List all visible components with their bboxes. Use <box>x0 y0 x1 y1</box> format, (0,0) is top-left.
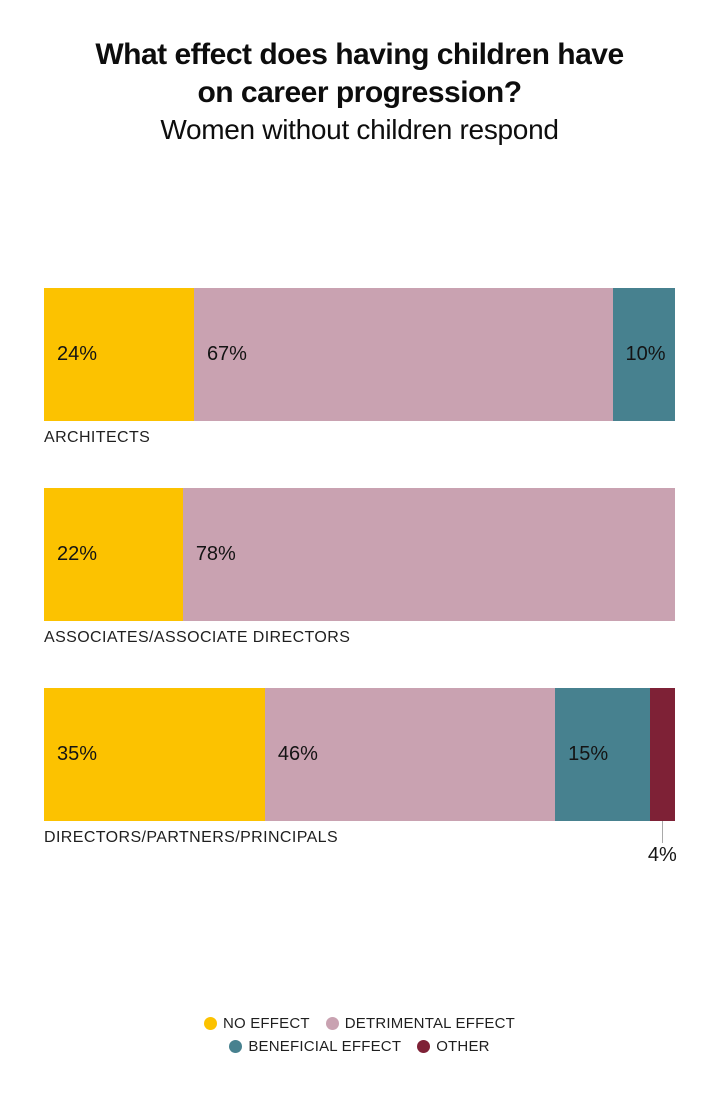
bar-segment: 15% <box>555 688 650 821</box>
chart-rows: 24% 67% 10% ARCHITECTS 22% 78% ASSOCIATES/ASSO… <box>44 288 677 888</box>
chart-row: 35% 46% 15% 4% DIRECTORS/PARTNERS/PRINCIPALS <box>44 688 677 888</box>
category-label: DIRECTORS/PARTNERS/PRINCIPALS <box>44 829 339 846</box>
segment-value-label: 78% <box>195 543 236 565</box>
chart-header: What effect does having children have on… <box>0 36 719 148</box>
bar-segment: 24% <box>44 288 194 421</box>
segment-value-label: 35% <box>57 743 98 765</box>
segment-value-label: 22% <box>57 543 98 565</box>
chart-row: 22% 78% ASSOCIATES/ASSOCIATE DIRECTORS <box>44 488 675 688</box>
legend-dot-icon <box>417 1040 431 1053</box>
chart-subtitle: Women without children respond <box>160 114 559 145</box>
legend-item: NO EFFECT <box>203 1015 310 1032</box>
legend-dot-icon <box>325 1017 339 1030</box>
segment-value-label: 10% <box>625 343 666 365</box>
chart-title-line1: What effect does having children have <box>95 38 624 71</box>
legend-row: NO EFFECT DETRIMENTAL EFFECT <box>0 1012 719 1035</box>
stacked-bar: 22% 78% <box>44 488 675 621</box>
legend-item: OTHER <box>417 1038 490 1055</box>
segment-value-callout: 4% <box>647 844 677 866</box>
bar-segment: 46% <box>264 688 556 821</box>
legend-dot-icon <box>229 1040 243 1053</box>
segment-value-label: 15% <box>568 743 609 765</box>
legend-row: BENEFICIAL EFFECT OTHER <box>0 1035 719 1058</box>
bar-segment: 67% <box>193 288 613 421</box>
category-label: ARCHITECTS <box>44 429 151 446</box>
legend-label: OTHER <box>436 1038 490 1055</box>
legend-label: BENEFICIAL EFFECT <box>248 1038 402 1055</box>
bar-segment: 4% <box>648 688 677 866</box>
bar-segment: 22% <box>44 488 183 621</box>
callout-leader-line <box>662 821 664 843</box>
stacked-bar: 24% 67% 10% <box>44 288 675 421</box>
bar-segment: 10% <box>612 288 675 421</box>
legend-label: NO EFFECT <box>222 1015 310 1032</box>
segment-value-label: 24% <box>57 343 98 365</box>
segment-value-label: 46% <box>277 743 318 765</box>
chart-legend: NO EFFECT DETRIMENTAL EFFECT BENEFICIAL EF… <box>0 1012 719 1058</box>
category-label: ASSOCIATES/ASSOCIATE DIRECTORS <box>44 629 351 646</box>
chart-row: 24% 67% 10% ARCHITECTS <box>44 288 675 488</box>
chart-title-line2: on career progression? <box>197 76 522 109</box>
legend-item: DETRIMENTAL EFFECT <box>325 1015 516 1032</box>
legend-item: BENEFICIAL EFFECT <box>229 1038 401 1055</box>
segment-value-label: 67% <box>206 343 247 365</box>
legend-label: DETRIMENTAL EFFECT <box>344 1015 516 1032</box>
legend-dot-icon <box>203 1017 217 1030</box>
bar-segment: 78% <box>182 488 675 621</box>
bar-segment: 35% <box>44 688 265 821</box>
stacked-bar: 35% 46% 15% 4% <box>44 688 677 866</box>
